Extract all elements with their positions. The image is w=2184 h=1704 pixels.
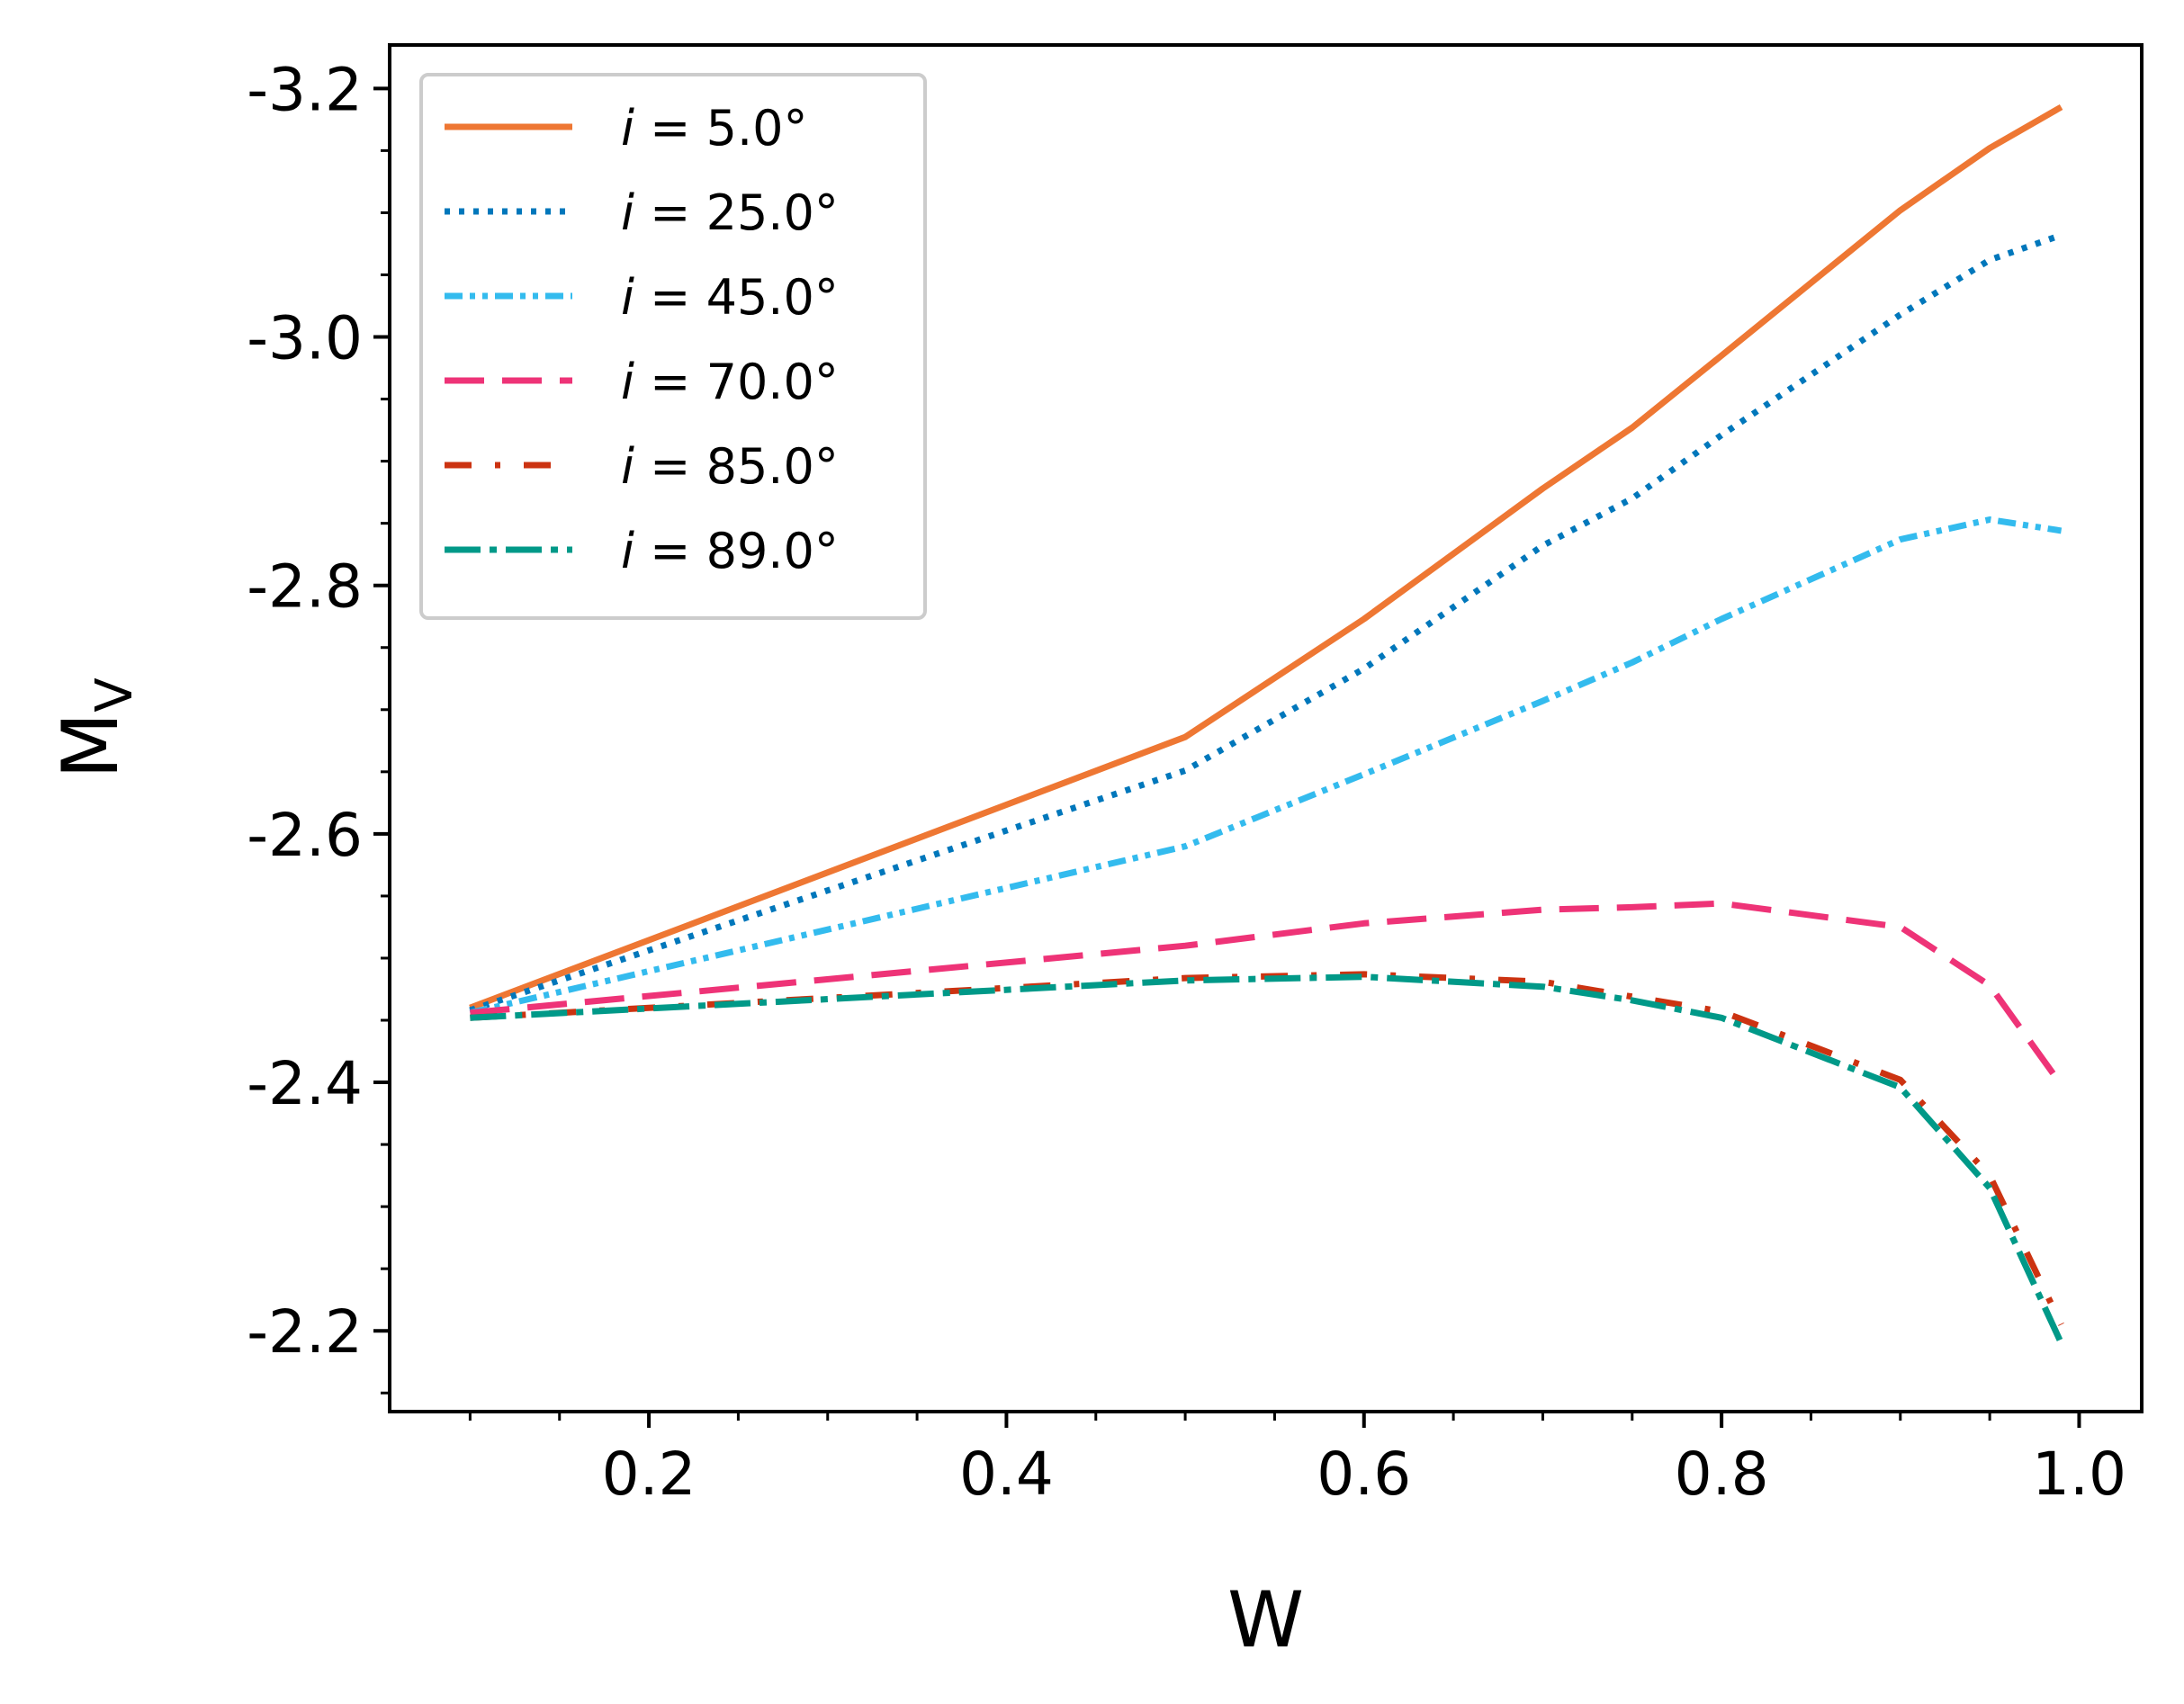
axis-ticks: 0.2 0.4 0.6 0.8 1.0 -3.2 -3.0 -2.8 -2.6 -2.4 -2.2 [247, 55, 2126, 1509]
legend-label: i = 25.0° [621, 184, 839, 241]
y-tick-label: -2.8 [247, 552, 363, 622]
x-tick-label: 0.8 [1675, 1439, 1769, 1509]
legend-label: i = 70.0° [621, 354, 839, 410]
y-axis-label: MV [46, 677, 144, 779]
legend-label: i = 89.0° [621, 523, 839, 579]
legend-label: i = 5.0° [621, 100, 807, 157]
y-tick-label: -2.2 [247, 1297, 363, 1367]
y-tick-label: -2.6 [247, 801, 363, 870]
y-tick-label: -3.2 [247, 55, 363, 124]
series-line-2 [469, 231, 2063, 1014]
series-line-1 [469, 103, 2063, 1011]
series-line-6 [470, 973, 2064, 1345]
x-axis-label: W [1227, 1575, 1304, 1665]
x-tick-label: 0.6 [1317, 1439, 1411, 1509]
y-tick-label: -2.4 [247, 1049, 363, 1118]
y-axis-label-subscript: V [85, 677, 144, 712]
y-axis-label-main: M [46, 713, 136, 779]
series-layer [469, 103, 2064, 1345]
legend-label: i = 45.0° [621, 269, 839, 326]
series-line-4 [470, 900, 2064, 1087]
series-line-3 [469, 516, 2063, 1017]
svg-text:MV: MV [46, 677, 144, 779]
x-tick-label: 1.0 [2032, 1439, 2126, 1509]
legend-label: i = 85.0° [621, 438, 839, 495]
x-tick-label: 0.4 [959, 1439, 1054, 1509]
legend: i = 5.0° i = 25.0° i = 45.0° i = 70.0° i = 8… [419, 73, 927, 620]
plot-frame [388, 43, 2144, 1413]
x-tick-label: 0.2 [602, 1439, 697, 1509]
y-tick-label: -3.0 [247, 304, 363, 373]
